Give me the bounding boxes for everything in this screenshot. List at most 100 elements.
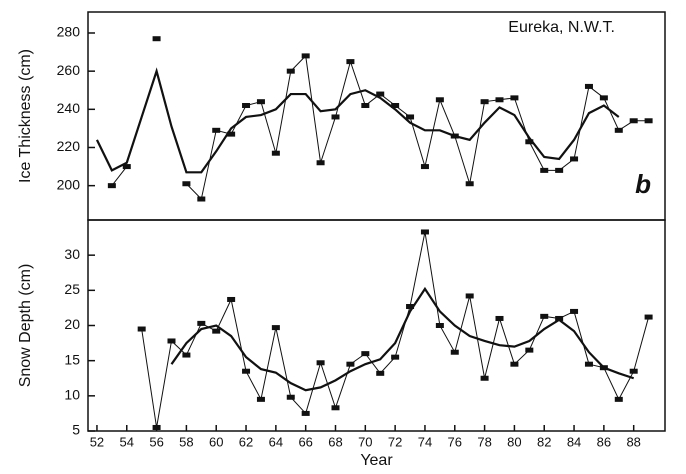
x-tick-label: 84	[567, 434, 581, 449]
data-point	[435, 323, 444, 328]
y-tick-label: 5	[72, 422, 80, 438]
x-tick-label: 74	[418, 434, 432, 449]
data-point	[480, 99, 489, 105]
data-point	[406, 304, 415, 310]
data-point	[182, 352, 191, 358]
series-line	[170, 286, 635, 392]
x-tick-label: 80	[507, 434, 521, 449]
x-tick-label: 60	[209, 434, 223, 449]
data-point	[584, 361, 593, 367]
x-axis-label: Year	[360, 452, 393, 469]
data-point	[256, 99, 265, 105]
x-tick-label: 58	[179, 434, 193, 449]
data-point	[555, 167, 564, 173]
x-tick-label: 52	[90, 434, 104, 449]
data-point	[480, 375, 489, 381]
data-point	[376, 91, 385, 97]
data-point	[331, 114, 340, 120]
y-tick-label: 260	[57, 62, 81, 78]
series-line	[111, 54, 649, 201]
x-tick-label: 78	[477, 434, 491, 449]
annotation: b	[635, 169, 651, 199]
x-tick-label: 64	[269, 434, 283, 449]
data-point	[197, 320, 206, 326]
x-tick-label: 56	[149, 434, 163, 449]
data-point	[614, 396, 623, 402]
series-line	[95, 67, 620, 174]
data-point	[361, 351, 370, 357]
data-point	[227, 131, 236, 137]
data-point	[435, 97, 444, 103]
data-point	[406, 114, 415, 120]
data-point	[107, 183, 116, 189]
y-tick-label: 200	[57, 176, 81, 192]
data-point	[137, 326, 146, 332]
data-point	[256, 396, 265, 402]
data-point	[420, 229, 429, 235]
data-point	[286, 394, 295, 400]
x-tick-label: 68	[328, 434, 342, 449]
data-point	[495, 97, 504, 103]
x-tick-label: 62	[239, 434, 253, 449]
data-point	[152, 424, 161, 430]
x-tick-label: 66	[298, 434, 312, 449]
data-point	[227, 296, 236, 302]
x-tick-label: 82	[537, 434, 551, 449]
data-point	[570, 156, 579, 162]
data-point	[182, 181, 191, 187]
data-point	[346, 361, 355, 367]
x-tick-label: 54	[120, 434, 134, 449]
data-point	[644, 118, 653, 124]
x-tick-label: 72	[388, 434, 402, 449]
data-point	[197, 196, 206, 202]
y-tick-label: 240	[57, 100, 81, 116]
y-tick-label: 20	[64, 316, 80, 332]
y-axis-label: Ice Thickness (cm)	[17, 49, 34, 183]
data-point	[450, 349, 459, 355]
y-tick-label: 10	[64, 387, 80, 403]
data-point	[122, 164, 131, 170]
data-point	[614, 127, 623, 133]
y-tick-label: 220	[57, 138, 81, 154]
y-axis-label: Snow Depth (cm)	[17, 264, 34, 388]
data-point	[346, 59, 355, 65]
data-point	[495, 315, 504, 321]
data-point	[525, 139, 534, 145]
x-tick-label: 86	[597, 434, 611, 449]
y-tick-label: 15	[64, 351, 80, 367]
data-point	[420, 164, 429, 170]
data-point	[510, 361, 519, 367]
data-point	[212, 328, 221, 334]
data-point	[540, 313, 549, 319]
data-point	[584, 83, 593, 89]
x-tick-label: 76	[448, 434, 462, 449]
data-point	[525, 347, 534, 353]
data-point	[540, 167, 549, 173]
data-point	[570, 308, 579, 314]
data-point	[242, 103, 251, 109]
data-point	[376, 370, 385, 376]
y-tick-label: 280	[57, 24, 81, 40]
data-point	[242, 368, 251, 374]
data-point	[555, 315, 564, 321]
data-point	[271, 325, 280, 331]
data-point	[510, 95, 519, 101]
y-tick-label: 30	[64, 246, 80, 262]
annotation: Eureka, N.W.T.	[508, 19, 615, 36]
data-point	[286, 68, 295, 74]
data-point	[271, 150, 280, 156]
data-point	[391, 103, 400, 109]
data-point	[212, 127, 221, 133]
data-point	[301, 410, 310, 416]
data-point	[391, 354, 400, 360]
data-point	[465, 181, 474, 187]
plot-frame	[87, 11, 666, 221]
data-point	[301, 53, 310, 59]
data-point	[599, 95, 608, 101]
data-point	[361, 103, 370, 109]
data-point	[629, 118, 638, 124]
data-point	[331, 405, 340, 411]
data-point	[167, 338, 176, 344]
data-point	[644, 314, 653, 320]
x-tick-label: 88	[626, 434, 640, 449]
